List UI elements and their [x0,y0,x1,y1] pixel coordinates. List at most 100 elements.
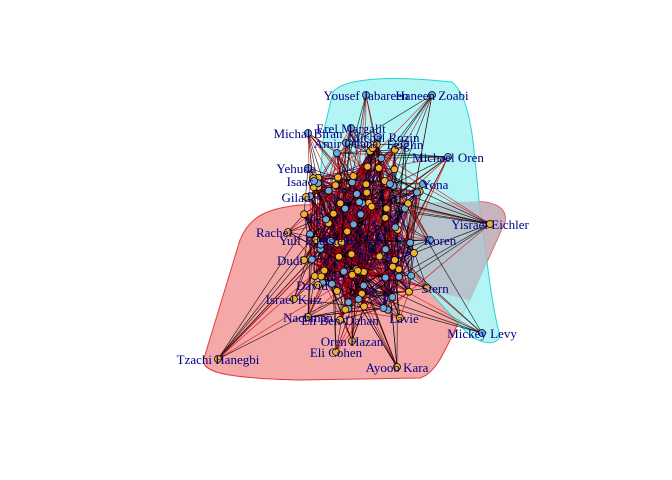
label-haneen-zoabi: Haneen Zoabi [395,88,469,103]
node-yehuda [304,164,312,172]
edge-651 [336,290,401,319]
edge-730 [303,167,309,215]
node-rachel [284,228,292,236]
label-rachel: Rachel [256,225,292,240]
node-core-71 [359,281,368,290]
node-stern [423,284,431,292]
edge-612 [320,276,353,342]
node-core-65 [404,199,413,208]
label-isaac: Isaac [287,174,314,189]
edge-776 [320,136,379,277]
node-gilad [302,193,310,201]
label-feiglin: Feiglin [387,137,424,152]
edge-678 [338,183,424,257]
node-core-66 [300,210,309,219]
label-michal-rozin: Michal Rozin [348,130,420,145]
edge-559 [394,168,491,225]
node-core-58 [381,273,390,282]
edge-571 [352,272,483,334]
edge-540 [336,152,449,158]
edge-583 [217,248,321,360]
edge-768 [309,143,406,197]
label-yulf-edelstein: Yulf Edelstein [279,233,354,248]
edge-557 [307,132,338,154]
edge-744 [345,142,373,149]
node-core-64 [341,204,350,213]
label-amir-ohana: Amir Ohana [314,136,379,151]
edge-771 [404,143,410,292]
edge-670 [328,222,431,241]
edge-724 [317,208,387,286]
edge-745 [345,142,387,209]
node-core-26 [333,287,341,295]
node-core-49 [388,262,397,271]
label-yousef-jabareen: Yousef Jabareen [324,88,409,103]
label-david: David [296,278,328,293]
node-core-63 [395,272,404,281]
edge-748 [345,142,382,159]
edge-690 [287,213,305,233]
edge-714 [303,259,393,298]
edge-608 [351,184,367,342]
node-core-22 [339,267,348,276]
edge-665 [317,186,428,289]
node-core-76 [390,145,399,154]
edge-729 [307,167,353,183]
edge-639 [307,244,321,318]
label-erel-margalit: Erel Margalit [316,121,386,136]
node-core-57 [322,215,330,224]
edge-604 [363,306,398,368]
node-israel-katz [290,295,298,303]
edge-750 [336,142,347,292]
node-core-77 [391,223,400,232]
node-core-53 [333,173,342,182]
node-core-74 [343,227,352,236]
label-michal-biran: Michal Biran [274,126,343,141]
label-yona: Yona [422,177,449,192]
node-core-88 [377,154,386,163]
node-core-60 [349,172,358,181]
edge-640 [307,306,365,318]
edge-653 [345,309,401,319]
edge-568 [363,223,491,307]
label-oren-hazan: Oren Hazan [321,334,384,349]
edge-531 [398,94,433,277]
node-core-41 [410,249,418,257]
node-feiglin [401,140,409,148]
node-erel-margalit [347,124,355,132]
node-yulf-edelstein [312,236,320,244]
node-core-44 [363,162,372,171]
node-core-27 [390,256,399,264]
edge-656 [399,291,410,319]
edge-702 [315,239,410,293]
edge-585 [217,285,364,360]
node-core-86 [317,272,326,281]
edge-552 [307,132,385,182]
node-core-3 [324,186,333,195]
node-core-30 [362,180,371,189]
edge-760 [350,127,386,250]
node-core-84 [326,236,335,245]
edge-668 [376,144,431,241]
node-core-85 [406,238,415,247]
node-oren-hazan [348,337,356,345]
edge-567 [367,166,491,225]
edge-756 [320,127,352,277]
edge-489 [328,190,334,214]
node-core-68 [382,204,391,213]
node-core-59 [320,266,329,275]
node-core-81 [413,188,421,197]
node-core-62 [316,240,325,249]
node-michal-rozin [374,133,382,141]
node-core-56 [405,287,413,296]
edge-655 [357,270,401,319]
node-lavie [396,314,404,322]
node-mickey-levy [478,329,486,337]
label-eli-ben-dahan: Eli Ben-Dahan [301,313,379,328]
node-core-11 [306,230,314,239]
node-core-69 [341,305,350,314]
edge-533 [344,94,433,209]
node-core-0 [352,190,361,198]
edge-642 [307,248,386,318]
